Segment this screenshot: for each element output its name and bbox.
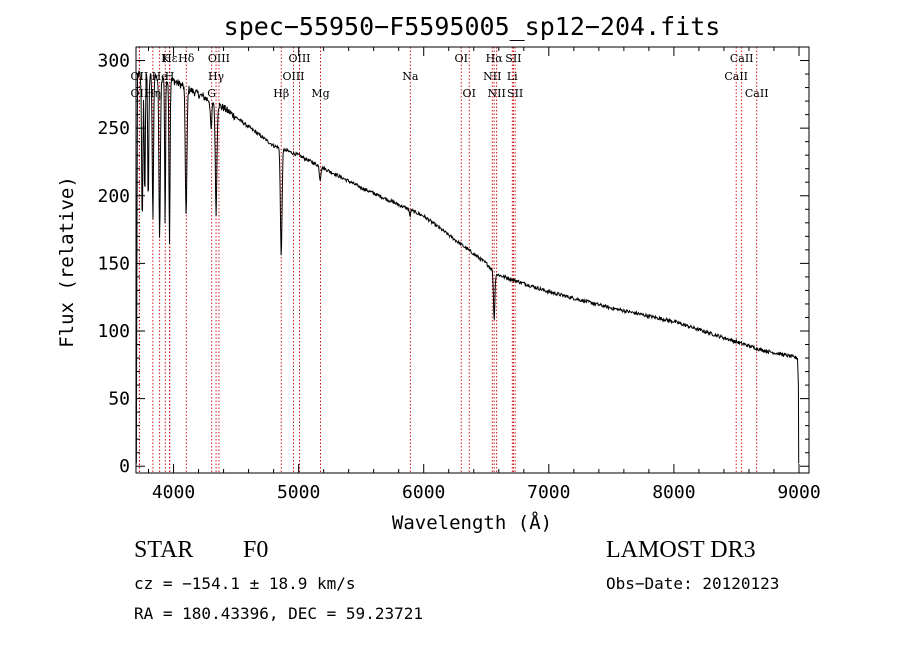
line-label: NII bbox=[483, 70, 501, 83]
y-axis-ticks: 0 50 100 150 200 250 300 bbox=[97, 51, 809, 477]
object-class: STAR bbox=[134, 537, 194, 563]
line-label: CaII bbox=[745, 87, 769, 100]
line-label: CaII bbox=[724, 70, 748, 83]
line-label: OIII bbox=[288, 52, 310, 65]
object-subclass: F0 bbox=[243, 537, 269, 563]
x-axis-label: Wavelength (Å) bbox=[392, 511, 552, 534]
x-axis-ticks: 4000 5000 6000 7000 8000 9000 bbox=[148, 47, 821, 503]
x-tick-label: 9000 bbox=[777, 482, 820, 503]
line-label: CaII bbox=[730, 52, 754, 65]
y-tick-label: 300 bbox=[97, 51, 130, 72]
line-label: OIII bbox=[208, 52, 230, 65]
x-tick-label: 8000 bbox=[652, 482, 695, 503]
line-label: Mg bbox=[311, 87, 329, 100]
line-label: K bbox=[161, 52, 170, 65]
ra-dec-coordinates: RA = 180.43396, DEC = 59.23721 bbox=[134, 604, 423, 623]
line-label: OI bbox=[455, 52, 468, 65]
chart-title: spec−55950−F5595005_sp12−204.fits bbox=[224, 12, 721, 41]
y-axis-label: Flux (relative) bbox=[56, 176, 78, 348]
line-label: OIII bbox=[282, 70, 304, 83]
line-label: H bbox=[165, 70, 175, 83]
redshift-velocity: cz = −154.1 ± 18.9 km/s bbox=[134, 574, 356, 593]
line-label: Hβ bbox=[273, 87, 289, 100]
emission-line-markers bbox=[138, 47, 758, 473]
spectrum-curve bbox=[135, 70, 800, 464]
y-tick-label: 100 bbox=[97, 321, 130, 342]
line-label: OII bbox=[131, 87, 149, 100]
line-label: SII bbox=[505, 52, 521, 65]
line-label: SII bbox=[507, 87, 523, 100]
line-label: G bbox=[207, 87, 216, 100]
line-label: Hδ bbox=[178, 52, 195, 65]
line-label: Hα bbox=[486, 52, 504, 65]
observation-date: Obs−Date: 20120123 bbox=[606, 574, 780, 593]
y-tick-label: 50 bbox=[108, 389, 130, 410]
x-tick-label: 6000 bbox=[402, 482, 445, 503]
y-tick-label: 200 bbox=[97, 186, 130, 207]
y-tick-label: 150 bbox=[97, 253, 130, 274]
line-label: Hγ bbox=[208, 70, 225, 83]
x-tick-label: 7000 bbox=[527, 482, 570, 503]
survey-name: LAMOST DR3 bbox=[606, 537, 756, 563]
line-label: OII bbox=[131, 70, 149, 83]
line-label: OI bbox=[463, 87, 476, 100]
plot-frame bbox=[135, 46, 810, 474]
line-label: Hη bbox=[145, 87, 161, 100]
line-label: Li bbox=[507, 70, 518, 83]
line-label: Na bbox=[402, 70, 419, 83]
x-tick-label: 4000 bbox=[152, 482, 195, 503]
y-tick-label: 0 bbox=[119, 456, 130, 477]
x-tick-label: 5000 bbox=[277, 482, 320, 503]
line-label: NII bbox=[487, 87, 505, 100]
y-tick-label: 250 bbox=[97, 118, 130, 139]
